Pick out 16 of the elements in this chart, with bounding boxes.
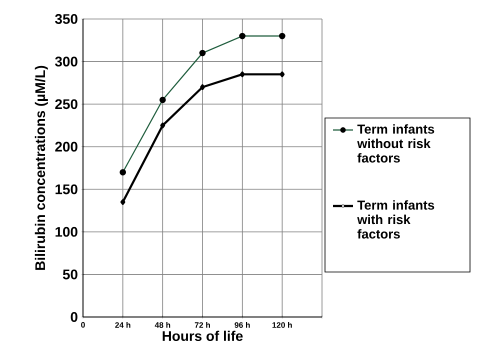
y-tick-label: 200 (55, 142, 78, 152)
point (280, 71, 285, 78)
point (200, 84, 205, 90)
y-tick-label: 300 (55, 56, 78, 67)
y-tick-label: 250 (55, 99, 78, 110)
point (120, 199, 126, 205)
legend-label: Term infants without risk factors (357, 124, 434, 163)
y-axis-title: Bilirubin concentrations (µM/L) (34, 66, 48, 270)
y-tick-label: 150 (56, 184, 78, 194)
y-tick-label: 350 (55, 14, 78, 24)
point (160, 122, 166, 128)
x-axis-title: Hours of life (162, 330, 243, 341)
point (240, 71, 245, 78)
y-tick-label: 50 (62, 269, 78, 280)
legend-label: Term infants with risk factors (357, 200, 434, 239)
y-tick-label: 100 (56, 226, 78, 237)
